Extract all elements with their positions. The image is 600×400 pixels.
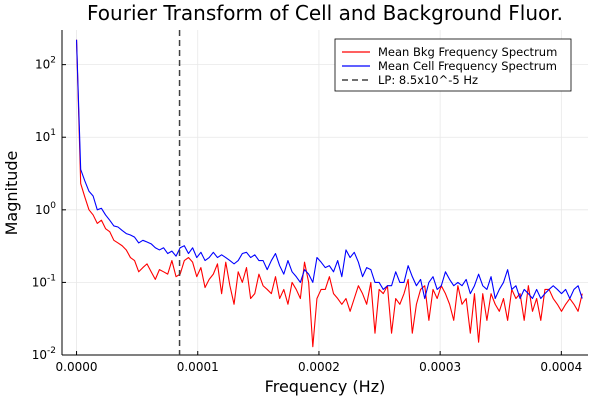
y-tick-label: 10-1: [32, 273, 56, 289]
y-tick-label: 102: [35, 56, 56, 72]
x-tick-label: 0.0002: [298, 360, 340, 374]
tick-labels: 0.0000 0.0001 0.0002 0.0003 0.0004 10-2 10-1 10…: [32, 56, 583, 374]
x-axis-label: Frequency (Hz): [265, 377, 386, 396]
series-line-cell: [75, 39, 583, 300]
legend-label-bkg: Mean Bkg Frequency Spectrum: [378, 45, 557, 59]
legend-label-lp: LP: 8.5x10^-5 Hz: [378, 73, 478, 87]
y-tick-label: 101: [35, 128, 56, 144]
x-tick-label: 0.0003: [419, 360, 461, 374]
series-group: [75, 30, 583, 355]
axes: [61, 30, 588, 356]
y-axis-label: Magnitude: [2, 151, 21, 236]
series-line-bkg: [75, 39, 583, 348]
legend: Mean Bkg Frequency Spectrum Mean Cell Fr…: [334, 38, 572, 92]
x-tick-label: 0.0004: [540, 360, 582, 374]
x-tick-label: 0.0001: [177, 360, 219, 374]
legend-box: [334, 38, 572, 92]
legend-label-cell: Mean Cell Frequency Spectrum: [378, 59, 557, 73]
x-tick-label: 0.0000: [56, 360, 98, 374]
y-tick-label: 10-2: [32, 346, 56, 362]
chart-title: Fourier Transform of Cell and Background…: [87, 1, 563, 25]
y-tick-label: 100: [35, 201, 56, 217]
